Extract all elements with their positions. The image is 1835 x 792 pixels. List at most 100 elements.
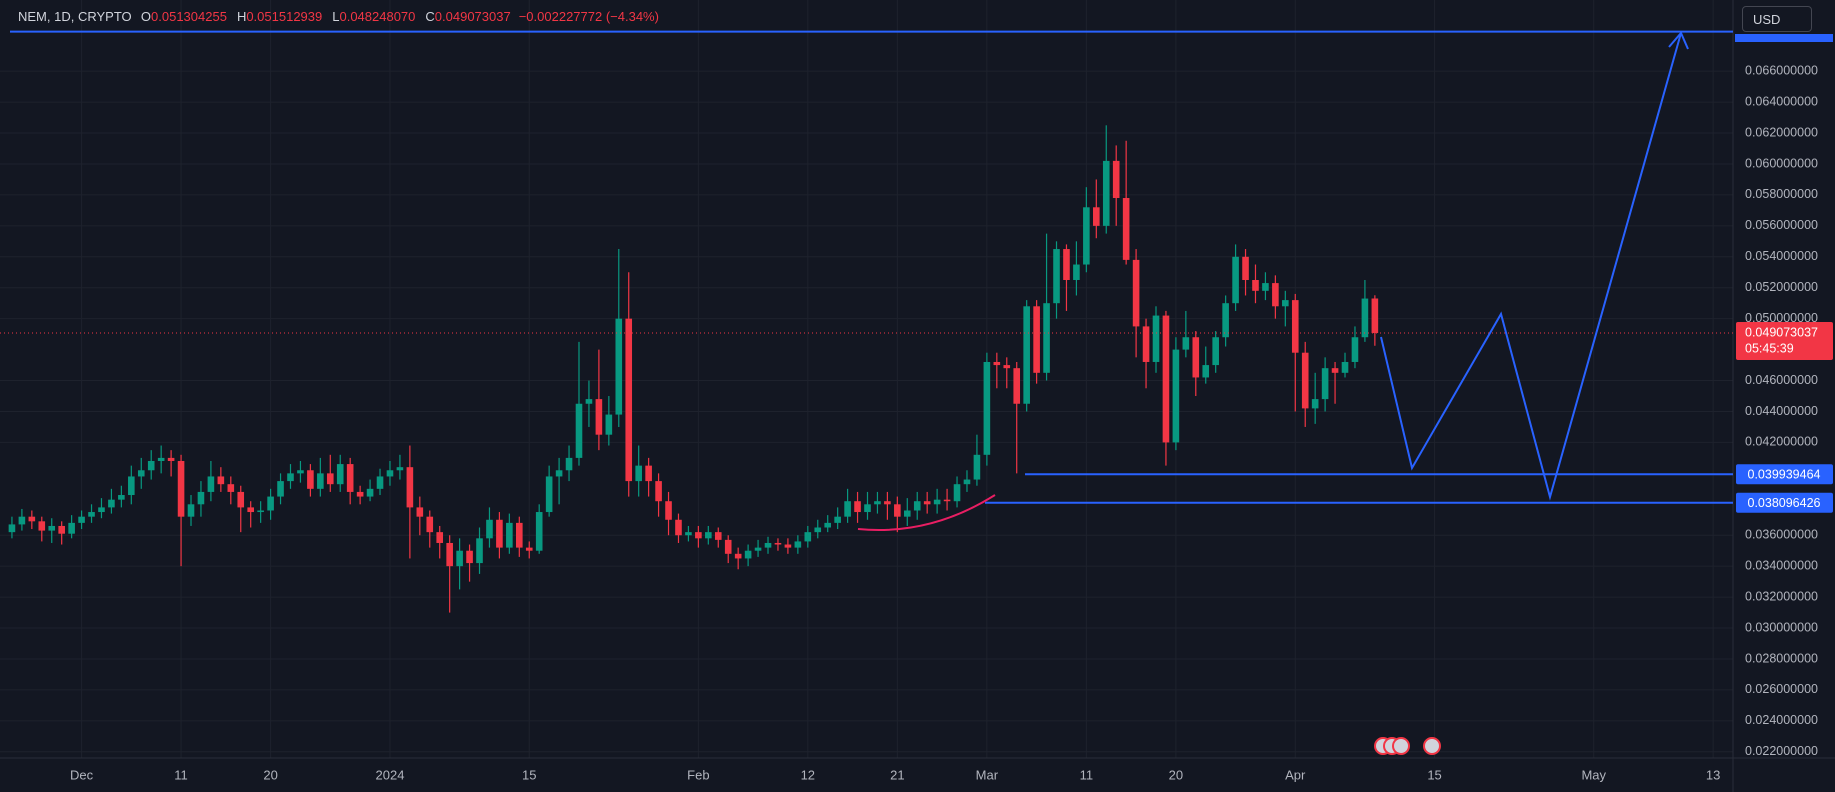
candle-body [774, 542, 782, 545]
candle-body [963, 479, 971, 485]
candle-body [267, 496, 274, 511]
candle-body [675, 519, 682, 536]
candle-body [665, 501, 672, 520]
candle-body [18, 516, 26, 525]
x-tick-label: 11 [174, 767, 188, 782]
y-tick-label: 0.022000000 [1745, 744, 1818, 758]
candle-body [456, 550, 463, 567]
low-value: 0.048248070 [339, 9, 416, 24]
candle-body [396, 467, 404, 471]
candle-body [824, 522, 832, 528]
candle-body [1351, 337, 1359, 362]
candle-body [894, 504, 901, 517]
candle-body [1132, 259, 1140, 327]
candle-body [794, 541, 802, 548]
candle-body [336, 464, 344, 485]
candle-body [88, 512, 95, 517]
candle-body [1162, 315, 1170, 443]
y-tick-label: 0.052000000 [1745, 280, 1818, 294]
candle-body [1112, 160, 1120, 199]
countdown-label: 05:45:39 [1745, 341, 1794, 355]
candle-body [525, 547, 533, 551]
candle-body [1321, 368, 1329, 400]
candle-body [884, 501, 891, 505]
y-tick-label: 0.060000000 [1745, 156, 1818, 170]
candle-body [953, 484, 961, 502]
candle-body [535, 512, 543, 551]
last-price-box [1736, 322, 1833, 361]
candle-body [933, 499, 941, 505]
candle-body [68, 522, 75, 534]
x-tick-label: 11 [1080, 767, 1094, 782]
candle-body [1043, 303, 1050, 373]
projection-arrow [1668, 31, 1689, 50]
x-tick-label: 12 [801, 767, 815, 782]
currency-button[interactable]: USD [1742, 6, 1812, 32]
candle-body [1102, 160, 1110, 226]
legend-header: NEM, 1D, CRYPTO O0.051304255 H0.051512939… [18, 9, 667, 24]
top-line-marker [1735, 34, 1833, 42]
candle-body [923, 501, 931, 505]
candle-body [1122, 198, 1130, 260]
y-tick-label: 0.050000000 [1745, 311, 1818, 325]
candle-body [346, 464, 354, 492]
candle-body [685, 532, 692, 536]
low-label: L [332, 9, 340, 24]
candle-body [118, 495, 125, 500]
candle-body [1232, 256, 1239, 304]
x-tick-label: 15 [1427, 767, 1441, 782]
candle-body [565, 457, 573, 471]
candle-body [1152, 315, 1160, 362]
candle-body [844, 501, 851, 517]
x-tick-label: 21 [890, 767, 904, 782]
candle-body [635, 465, 642, 482]
candle-body [724, 539, 732, 554]
candle-body [406, 467, 414, 508]
x-tick-label: Feb [687, 767, 709, 782]
candle-body [58, 525, 65, 534]
axes: Dec 11 20 2024 15 Feb 12 21 Mar 11 20 Apr 15 May 13 0.0… [70, 63, 1833, 782]
y-tick-label: 0.026000000 [1745, 682, 1818, 696]
candle-body [28, 516, 36, 522]
candle-body [476, 538, 483, 564]
candle-body [804, 532, 812, 542]
candle-body [416, 507, 424, 517]
candle-body [784, 544, 792, 548]
grid [0, 0, 1733, 758]
y-tick-label: 0.024000000 [1745, 713, 1818, 727]
candle-body [943, 499, 951, 502]
candle-body [864, 504, 871, 513]
curve [857, 494, 996, 532]
candle-body [177, 460, 185, 517]
candle-body [326, 473, 334, 485]
last-price-label: 0.049073037 [1745, 325, 1818, 339]
close-value: 0.049073037 [434, 9, 511, 24]
candle-body [744, 550, 752, 559]
candle-body [317, 473, 324, 489]
candle-body [197, 491, 205, 505]
candle-body [426, 516, 434, 533]
y-tick-label: 0.064000000 [1745, 94, 1818, 108]
y-tick-label: 0.058000000 [1745, 187, 1818, 201]
candle-body [227, 484, 235, 492]
candle-body [1212, 337, 1219, 366]
y-tick-label: 0.046000000 [1745, 373, 1818, 387]
candle-body [555, 470, 563, 477]
candle-body [1093, 207, 1100, 226]
candle-body [237, 491, 245, 508]
candle-body [1222, 303, 1229, 338]
candle-body [217, 476, 225, 485]
candle-body [466, 550, 473, 564]
y-tick-label: 0.034000000 [1745, 558, 1818, 572]
candle-body [386, 470, 394, 477]
candle-body [48, 525, 56, 531]
candle-body [366, 488, 374, 497]
marks [0, 125, 1733, 613]
candle-body [874, 501, 881, 505]
open-label: O [140, 9, 152, 24]
candle-body [1063, 249, 1070, 280]
candle-body [436, 532, 444, 543]
x-tick-label: 20 [263, 767, 277, 782]
